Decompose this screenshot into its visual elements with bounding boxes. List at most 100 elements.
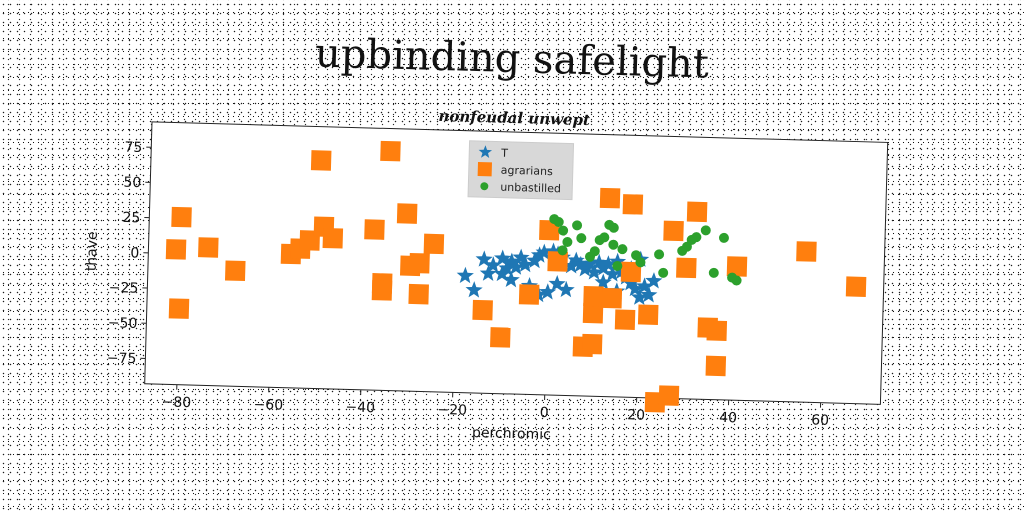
data-point-star [594,273,612,290]
data-point-square [614,309,636,330]
y-tick-label: 75 [124,139,142,155]
x-tick-label: −40 [345,399,375,416]
legend-item: T [478,145,508,160]
data-point-square [310,150,332,171]
legend-item: unbastilled [480,181,561,196]
data-point-square [165,239,187,260]
data-point-square [423,233,445,255]
legend-label: agrarians [501,164,554,178]
x-tick-label: 0 [540,405,549,421]
data-point-star [479,264,497,281]
x-axis-label: perchromic [472,425,551,443]
data-point-square [490,327,511,348]
series-2 [165,140,867,413]
data-point-square [380,140,401,162]
data-point-square [224,260,246,282]
data-point-circle [654,249,665,260]
data-point-star [630,288,649,306]
data-point-square [583,285,604,307]
data-point-star [572,255,590,273]
data-point-star [557,280,575,298]
data-point-circle [608,222,619,233]
data-point-circle [589,246,600,257]
data-point-square [371,280,393,301]
data-point-square [582,302,604,324]
data-point-square [322,227,344,249]
data-point-square [539,219,560,241]
x-tick-label: −80 [161,394,191,411]
data-point-square [601,287,623,309]
data-point-square [726,256,748,277]
data-point-star [502,270,520,288]
data-point-circle [700,225,711,236]
data-point-circle [708,267,719,278]
x-tick-label: 20 [627,407,645,423]
series-3 [549,214,742,286]
data-point-circle [631,250,642,261]
data-point-square [364,219,385,240]
data-point-square [409,252,430,274]
data-point-square [518,284,540,305]
data-point-star [539,283,557,300]
legend-marker-star [478,145,493,159]
data-point-star [585,263,603,280]
data-point-star [535,243,553,261]
data-point-circle [562,236,573,247]
data-point-square [796,241,817,262]
y-tick-label: −25 [109,280,139,297]
legend-box [467,140,575,201]
data-point-circle [599,232,610,243]
data-point-square [599,187,621,209]
data-point-square [663,220,684,242]
legend-label: unbastilled [500,181,561,196]
data-point-circle [558,225,569,236]
y-tick-label: −50 [108,315,138,332]
data-point-circle [572,220,583,231]
legend-marker-circle [480,182,489,191]
data-point-star [567,251,585,269]
y-tick-label: 50 [123,175,141,191]
data-point-star [493,265,511,282]
x-tick-label: 60 [811,412,829,428]
data-point-star [465,281,483,298]
data-point-circle [731,275,742,286]
y-axis-label: thave [84,231,101,271]
data-point-square [547,251,568,272]
y-axis: −75 −50 −25 0 25 50 75 [107,139,152,367]
data-point-star [475,250,493,267]
data-point-star [590,253,608,271]
x-tick-label: −60 [253,397,283,414]
data-point-circle [617,244,628,255]
data-point-square [622,194,644,215]
data-point-star [640,286,658,303]
x-axis: −80 −60 −40 −20 0 20 40 60 [161,384,829,429]
data-point-square [472,299,493,321]
data-point-star [493,249,512,266]
y-tick-label: 25 [122,210,140,226]
data-point-circle [691,232,702,243]
data-point-star [512,248,530,265]
data-point-square [706,320,728,341]
data-point-square [658,385,680,406]
data-point-star [456,266,474,284]
data-point-circle [553,217,564,228]
x-tick-label: −20 [437,402,467,419]
legend-item: agrarians [477,162,554,178]
data-point-square [676,257,697,279]
data-point-square [637,304,659,325]
data-point-circle [557,245,568,256]
data-point-square [686,201,708,223]
data-point-circle [718,232,729,243]
data-point-circle [658,267,669,278]
data-point-star [548,274,566,292]
data-point-star [635,277,654,294]
data-point-square [171,206,192,228]
x-tick-label: 40 [719,410,737,426]
data-point-circle [612,260,623,271]
data-point-circle [576,233,587,244]
data-point-star [645,272,663,289]
legend-label: T [500,147,508,160]
